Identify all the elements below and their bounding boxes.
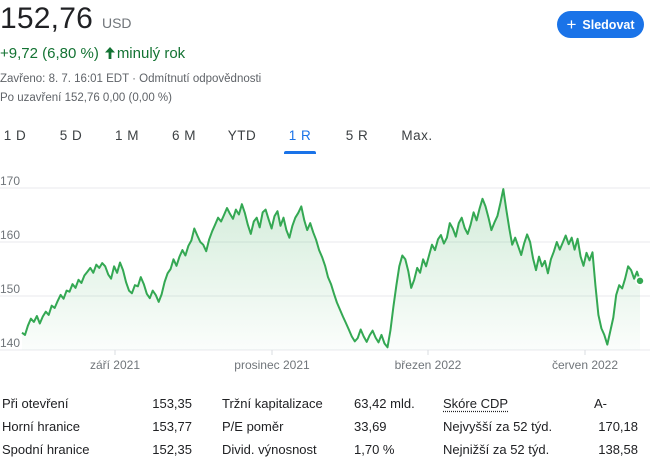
- stat-pe-value: 33,69: [354, 419, 387, 434]
- follow-button-label: Sledovat: [582, 17, 635, 32]
- y-tick-label: 150: [0, 282, 20, 296]
- stat-low-label: Spodní hranice: [2, 442, 90, 457]
- tab-ytd[interactable]: YTD: [227, 127, 257, 143]
- last-price-dot: [635, 276, 645, 286]
- after-hours-info: Po uzavření 152,76 0,00 (0,00 %): [0, 92, 172, 104]
- change-period: minulý rok: [116, 45, 186, 62]
- x-tick-label: červen 2022: [552, 358, 618, 372]
- stat-cdp-value: A-: [594, 396, 607, 411]
- stat-open-label: Při otevření: [2, 396, 69, 411]
- quote-header: 152,76 USD: [0, 2, 132, 36]
- y-tick-label: 140: [0, 336, 20, 350]
- stat-52w-low-label: Nejnižší za 52 týd.: [443, 442, 550, 457]
- tab-5d[interactable]: 5 D: [59, 127, 83, 143]
- closed-info[interactable]: Zavřeno: 8. 7. 16:01 EDT · Odmítnutí odp…: [0, 73, 262, 85]
- stat-52w-high-label: Nejvyšší za 52 týd.: [443, 419, 553, 434]
- y-tick-label: 170: [0, 176, 20, 188]
- tab-1m[interactable]: 1 M: [114, 127, 139, 143]
- stat-cdp-label[interactable]: Skóre CDP: [443, 396, 509, 411]
- stat-dividend-value: 1,70 %: [354, 442, 395, 457]
- tab-max[interactable]: Max.: [401, 127, 433, 143]
- stat-low-value: 152,35: [152, 442, 192, 457]
- current-price: 152,76: [0, 2, 93, 35]
- up-arrow-icon: [104, 46, 115, 62]
- stat-high-value: 153,77: [152, 419, 192, 434]
- tab-1d[interactable]: 1 D: [3, 127, 27, 143]
- plus-icon: +: [566, 15, 577, 34]
- x-tick-label: prosinec 2021: [234, 358, 310, 372]
- tab-6m[interactable]: 6 M: [171, 127, 196, 143]
- price-change: +9,72 (6,80 %): [0, 45, 99, 62]
- tab-5r[interactable]: 5 R: [345, 127, 369, 143]
- stat-dividend-label: Divid. výnosnost: [222, 442, 317, 457]
- price-change-row: +9,72 (6,80 %) minulý rok: [0, 45, 185, 62]
- stat-pe-label: P/E poměr: [222, 419, 284, 434]
- price-area: [22, 189, 640, 350]
- price-chart[interactable]: 140 150 160 170 září 2021 prosinec 2021 březe…: [0, 176, 650, 376]
- price-line: [21, 188, 641, 349]
- y-tick-label: 160: [0, 228, 20, 242]
- stat-high-label: Horní hranice: [2, 419, 81, 434]
- x-tick-label: září 2021: [90, 358, 140, 372]
- tab-1r[interactable]: 1 R: [284, 120, 316, 154]
- stat-52w-high-value: 170,18: [598, 419, 638, 434]
- stat-market-cap-label: Tržní kapitalizace: [222, 396, 323, 411]
- stat-market-cap-value: 63,42 mld.: [354, 396, 415, 411]
- currency-code: USD: [101, 15, 132, 31]
- stat-open-value: 153,35: [152, 396, 192, 411]
- follow-button[interactable]: + Sledovat: [557, 11, 644, 38]
- stat-52w-low-value: 138,58: [598, 442, 638, 457]
- x-tick-label: březen 2022: [395, 358, 462, 372]
